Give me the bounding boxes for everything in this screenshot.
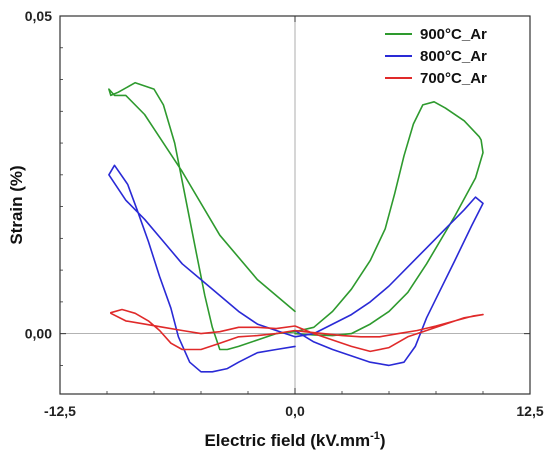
y-tick-label: 0,05	[25, 8, 52, 24]
axis-ticks	[59, 15, 531, 394]
x-tick-label: -12,5	[44, 403, 76, 419]
series-line	[108, 164, 484, 373]
x-tick-label: 0,0	[285, 403, 305, 419]
legend-label: 700°C_Ar	[420, 70, 487, 87]
y-axis-label: Strain (%)	[7, 165, 26, 244]
legend-label: 800°C_Ar	[420, 48, 487, 65]
legend-label: 900°C_Ar	[420, 26, 487, 43]
x-tick-label: 12,5	[516, 403, 543, 419]
series-line	[110, 308, 484, 353]
legend: 900°C_Ar 800°C_Ar 700°C_Ar	[385, 26, 487, 87]
x-axis-label-suffix: )	[380, 431, 386, 450]
series-line	[108, 81, 484, 351]
series-lines	[108, 81, 484, 373]
x-axis-label-main: Electric field (kV.mm	[204, 431, 370, 450]
x-axis-label-superscript: -1	[370, 430, 380, 442]
y-tick-label: 0,00	[25, 326, 52, 342]
x-axis-label: Electric field (kV.mm-1)	[204, 430, 385, 450]
tick-labels: -12,5 0,0 12,5 0,00 0,05	[25, 8, 544, 419]
